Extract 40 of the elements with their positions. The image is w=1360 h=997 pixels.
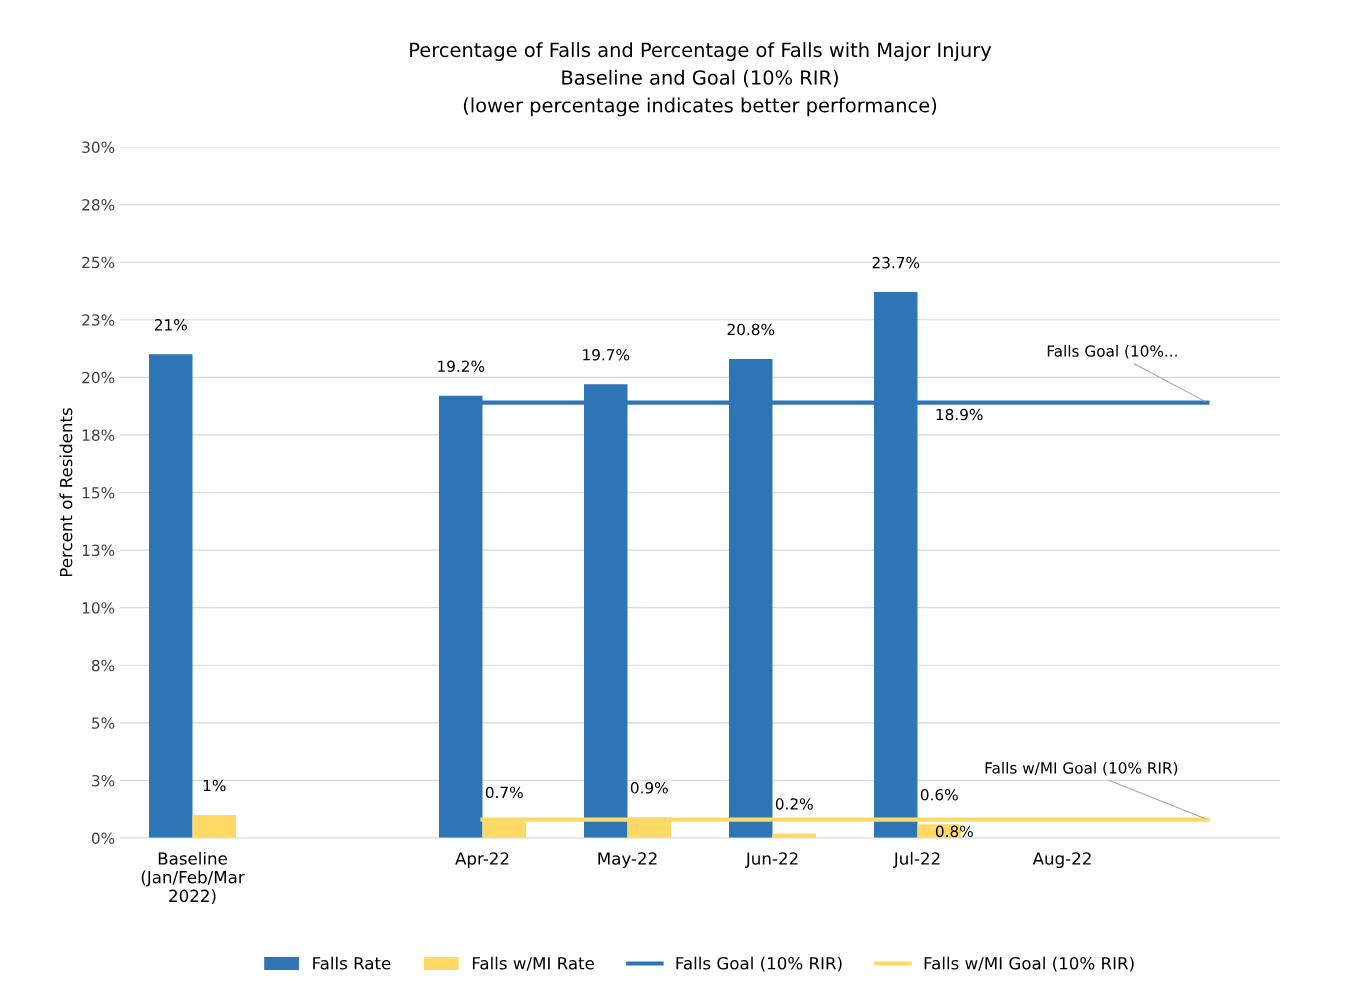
x-tick-label: May-22 [598,852,657,869]
annotation: Falls Goal (10%... [1047,344,1177,359]
legend-label: Falls w/MI Goal (10% RIR) [924,956,1134,972]
x-tick-label: Apr-22 [455,852,509,869]
y-tick-label: 10% [82,602,115,614]
y-tick-label: 23% [82,314,115,326]
data-label: 21% [154,319,187,331]
data-label: 19.2% [438,360,485,373]
bar [192,814,236,838]
legend-label: Falls Goal (10% RIR) [676,956,842,972]
data-label: 0.6% [920,788,958,801]
data-label: 18.9% [936,408,983,421]
annotation: Falls w/MI Goal (10% RIR) [985,761,1178,776]
data-label: 19.7% [583,349,630,361]
legend-label: Falls w/MI Rate [472,956,594,971]
x-tick-label: Jul-22 [892,851,940,868]
y-tick-label: 20% [82,371,115,384]
data-label: 20.8% [727,323,775,336]
data-label: 23.7% [872,256,920,269]
data-label: 0.7% [485,786,523,799]
data-label: 0.9% [630,782,668,794]
y-tick-label: 30% [82,141,115,154]
x-tick-label: Jun-22 [745,852,798,868]
y-tick-label: 28% [82,199,115,211]
x-tick-label: Baseline (Jan/Feb/Mar 2022) [141,851,245,905]
legend-label: Falls Rate [313,956,391,970]
bar [149,354,193,838]
y-tick-label: 0% [91,832,115,845]
data-label: 0.2% [775,798,813,810]
x-tick-label: Aug-22 [1032,852,1091,869]
y-tick-label: 13% [82,544,115,557]
y-tick-label: 3% [92,774,115,787]
y-axis-title: Percent of Residents [59,408,73,577]
y-tick-label: 25% [82,256,115,269]
y-tick-label: 8% [91,659,115,672]
chart-title: Percentage of Falls and Percentage of Falls with Major Injury Baseline and Goal (10% RIR) (lower percentage indicates better performance) [410,42,992,117]
y-tick-label: 5% [92,717,115,729]
y-tick-label: 15% [82,486,115,499]
y-tick-label: 18% [82,429,115,441]
data-label: 1% [203,779,226,792]
